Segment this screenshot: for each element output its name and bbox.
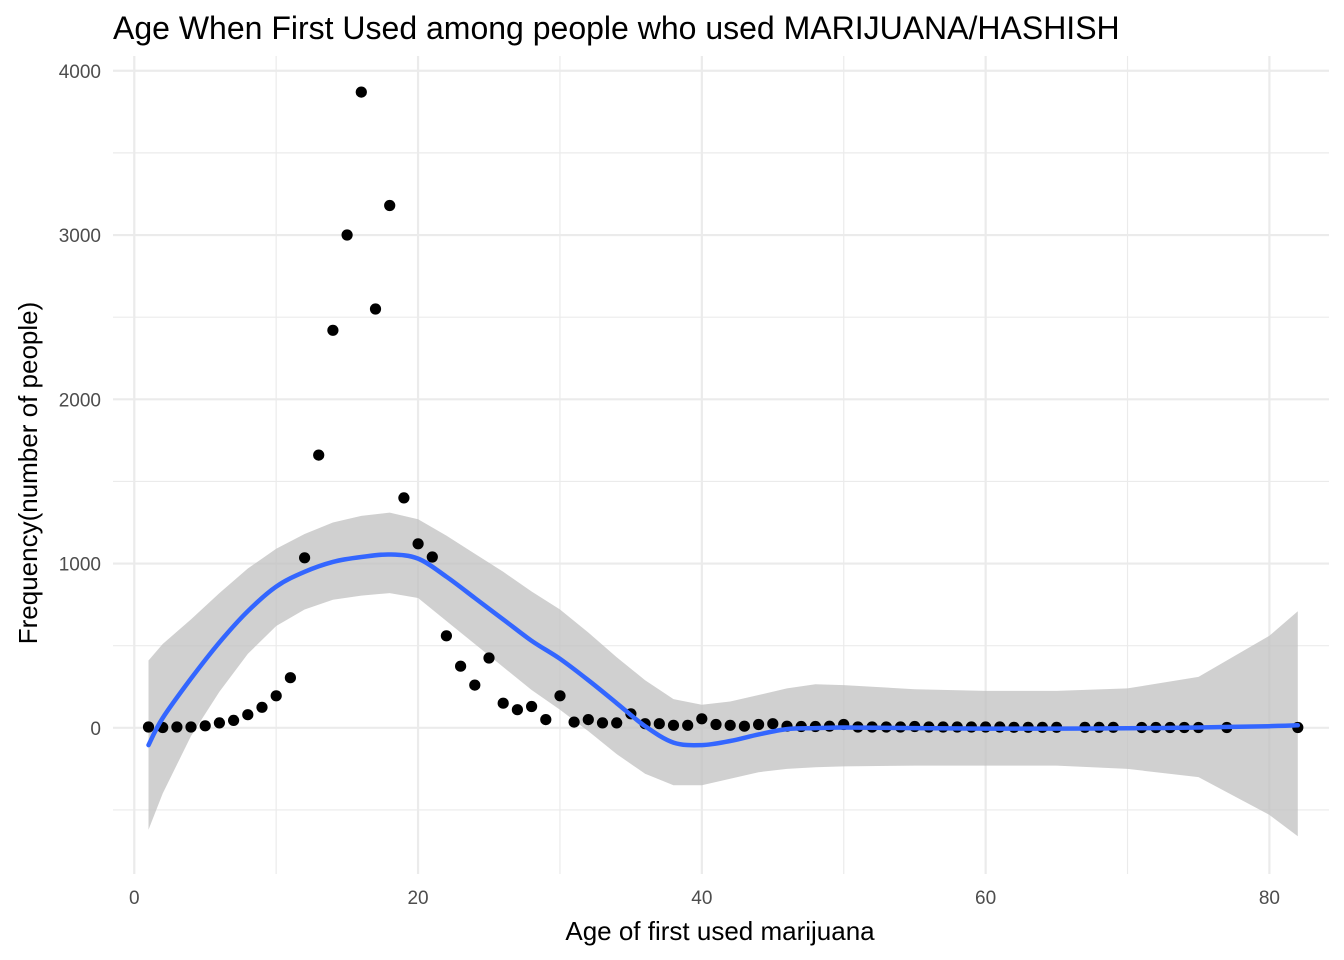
confidence-band [148, 512, 1298, 837]
y-axis-label: Frequency(number of people) [13, 302, 43, 645]
data-point [142, 721, 155, 733]
x-tick-label: 20 [407, 888, 428, 909]
data-point [228, 714, 240, 727]
y-tick-label: 1000 [59, 555, 101, 576]
data-point [242, 709, 254, 721]
data-point [398, 492, 410, 504]
data-point [582, 714, 594, 726]
data-point [526, 700, 538, 713]
data-point [568, 716, 580, 728]
data-point [611, 717, 623, 729]
data-point [667, 719, 680, 731]
data-point [469, 679, 481, 691]
data-point [540, 714, 552, 726]
x-tick-label: 60 [975, 888, 996, 909]
x-tick-label: 80 [1259, 888, 1280, 909]
y-axis-ticks: 0 1000 2000 3000 4000 [59, 62, 101, 740]
data-point [213, 717, 225, 729]
x-axis-ticks: 0 20 40 60 80 [129, 888, 1280, 909]
data-points [142, 86, 1304, 734]
data-point [455, 660, 467, 672]
data-point [355, 86, 367, 98]
data-point [313, 449, 325, 461]
data-point [199, 720, 211, 732]
data-point [284, 672, 296, 684]
data-point [171, 721, 183, 733]
y-tick-label: 3000 [59, 226, 101, 247]
x-tick-label: 0 [129, 888, 140, 909]
data-point [497, 697, 509, 709]
data-point [696, 713, 708, 725]
smooth-line [146, 552, 1301, 748]
data-point [554, 690, 566, 702]
chart-title: Age When First Used among people who use… [113, 10, 1120, 46]
data-point [682, 719, 694, 731]
data-point [596, 717, 609, 729]
data-point [384, 199, 396, 212]
data-point [724, 719, 736, 731]
data-point [426, 551, 438, 563]
smooth-line-path [146, 552, 1301, 748]
data-point [440, 630, 452, 642]
data-point [738, 720, 751, 732]
data-point [653, 718, 665, 730]
data-point [710, 718, 722, 731]
y-tick-label: 0 [90, 719, 101, 740]
data-point [753, 718, 765, 731]
data-point [327, 324, 339, 336]
y-tick-label: 4000 [59, 62, 101, 83]
data-point [256, 701, 268, 713]
data-point [369, 303, 382, 315]
data-point [299, 552, 311, 564]
data-point [412, 538, 424, 550]
x-axis-label: Age of first used marijuana [565, 916, 875, 946]
confidence-band-area [148, 512, 1298, 837]
data-point [483, 652, 495, 664]
data-point [341, 229, 353, 241]
x-tick-label: 40 [691, 888, 712, 909]
data-point [511, 704, 523, 716]
data-point [270, 690, 282, 702]
data-point [767, 718, 779, 730]
data-point [185, 721, 197, 733]
y-tick-label: 2000 [59, 390, 101, 411]
